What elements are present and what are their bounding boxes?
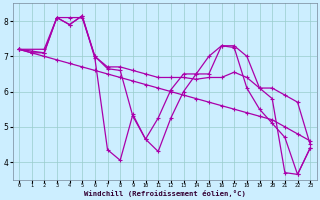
X-axis label: Windchill (Refroidissement éolien,°C): Windchill (Refroidissement éolien,°C) xyxy=(84,190,245,197)
